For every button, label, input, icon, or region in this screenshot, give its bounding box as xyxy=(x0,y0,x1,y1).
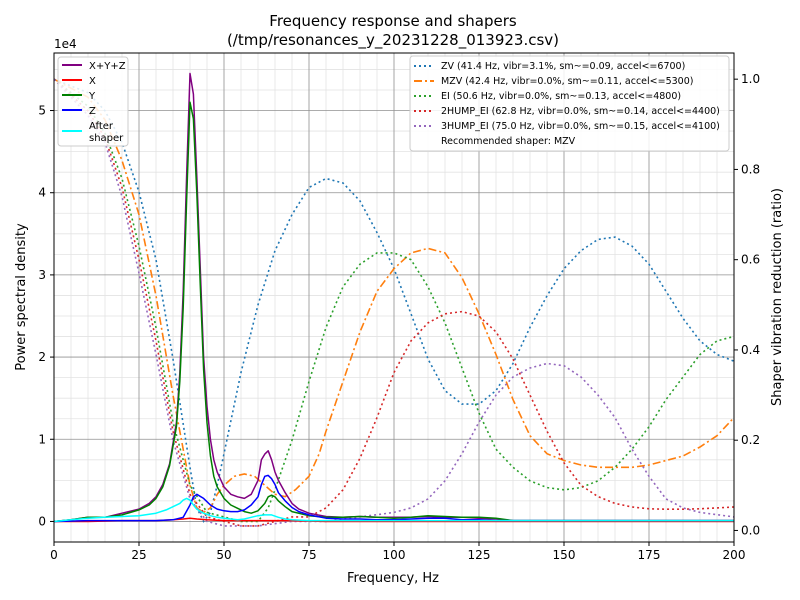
x-tick-label: 200 xyxy=(723,548,746,562)
y-right-tick-label: 0.2 xyxy=(741,433,760,447)
chart-title-line2: (/tmp/resonances_y_20231228_013923.csv) xyxy=(227,31,559,50)
y-right-tick-label: 0.0 xyxy=(741,523,760,537)
y-tick-label: 3 xyxy=(38,268,46,282)
legend-label-ei: EI (50.6 Hz, vibr=0.0%, sm~=0.13, accel<… xyxy=(441,91,681,102)
legend-label-xyz: X+Y+Z xyxy=(89,61,126,72)
y-axis-scale-label: 1e4 xyxy=(54,37,77,51)
legend-label-2hump-ei: 2HUMP_EI (62.8 Hz, vibr=0.0%, sm~=0.14, … xyxy=(441,106,720,117)
psd-line-after-shaper xyxy=(53,497,734,523)
y-tick-label: 1 xyxy=(38,432,46,446)
legend-shapers: ZV (41.4 Hz, vibr=3.1%, sm~=0.09, accel<… xyxy=(409,55,730,152)
chart-title-line1: Frequency response and shapers xyxy=(269,12,517,30)
shaper-line-zv xyxy=(53,78,735,523)
legend-label-mzv: MZV (42.4 Hz, vibr=0.0%, sm~=0.11, accel… xyxy=(441,76,693,87)
axis-ticks: 0 25 50 75 100 125 150 175 200 0 1 2 3 4 5 0.0 0.2 0.4 0.6… xyxy=(38,72,760,562)
y-tick-label: 5 xyxy=(38,104,46,118)
legend-recommended-shaper: Recommended shaper: MZV xyxy=(441,136,576,147)
y-tick-label: 4 xyxy=(38,186,46,200)
y-right-tick-label: 1.0 xyxy=(741,72,760,86)
psd-line-y xyxy=(53,101,734,523)
legend-label-x: X xyxy=(89,76,96,87)
y-right-tick-label: 0.4 xyxy=(741,343,760,357)
y-right-tick-label: 0.6 xyxy=(741,253,760,267)
shaper-line-2hump-ei xyxy=(53,78,735,527)
x-tick-label: 25 xyxy=(131,548,146,562)
x-tick-label: 100 xyxy=(383,548,406,562)
x-tick-label: 50 xyxy=(216,548,231,562)
y-tick-label: 0 xyxy=(38,514,46,528)
legend-label-3hump-ei: 3HUMP_EI (75.0 Hz, vibr=0.0%, sm~=0.15, … xyxy=(441,121,720,132)
x-tick-label: 0 xyxy=(50,548,58,562)
y-right-tick-label: 0.8 xyxy=(741,162,760,176)
x-axis-label: Frequency, Hz xyxy=(347,571,439,586)
x-tick-label: 125 xyxy=(468,548,491,562)
legend-psd: X+Y+Z X Y Z After shaper xyxy=(57,56,129,147)
x-tick-label: 150 xyxy=(553,548,576,562)
legend-label-y: Y xyxy=(88,91,96,102)
x-tick-label: 75 xyxy=(301,548,316,562)
legend-shapers-box xyxy=(409,55,730,152)
psd-line-z xyxy=(53,474,734,523)
legend-label-zv: ZV (41.4 Hz, vibr=3.1%, sm~=0.09, accel<… xyxy=(441,61,685,72)
shaper-line-ei xyxy=(53,78,735,523)
y-tick-label: 2 xyxy=(38,350,46,364)
legend-label-z: Z xyxy=(89,106,96,117)
y-axis-label: Power spectral density xyxy=(14,223,29,371)
x-tick-label: 175 xyxy=(638,548,661,562)
series-lines xyxy=(53,72,735,527)
y-right-axis-label: Shaper vibration reduction (ratio) xyxy=(770,188,785,406)
legend-label-after-shaper-line1: After xyxy=(89,121,114,132)
legend-label-after-shaper-line2: shaper xyxy=(89,133,124,144)
